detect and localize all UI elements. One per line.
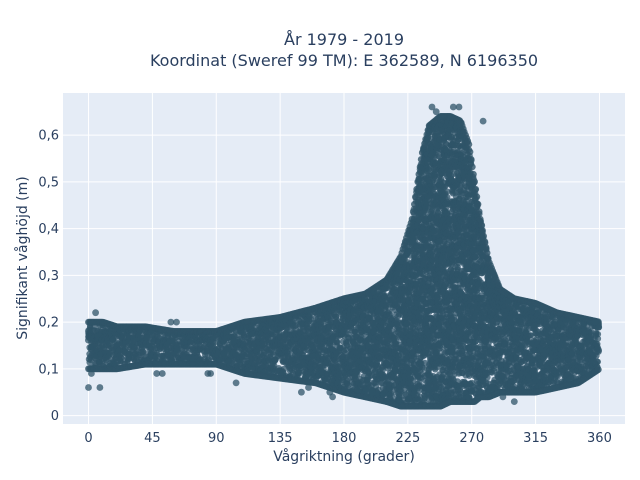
chart-title-line-1: År 1979 - 2019	[284, 30, 404, 49]
chart-title-line-2: Koordinat (Sweref 99 TM): E 362589, N 61…	[150, 51, 538, 70]
scatter-point	[388, 392, 396, 399]
points-layer	[85, 103, 603, 410]
scatter-point	[183, 344, 190, 352]
scatter-point	[118, 354, 125, 362]
scatter-point	[328, 318, 335, 325]
scatter-point	[240, 331, 248, 338]
scatter-point	[333, 338, 340, 345]
